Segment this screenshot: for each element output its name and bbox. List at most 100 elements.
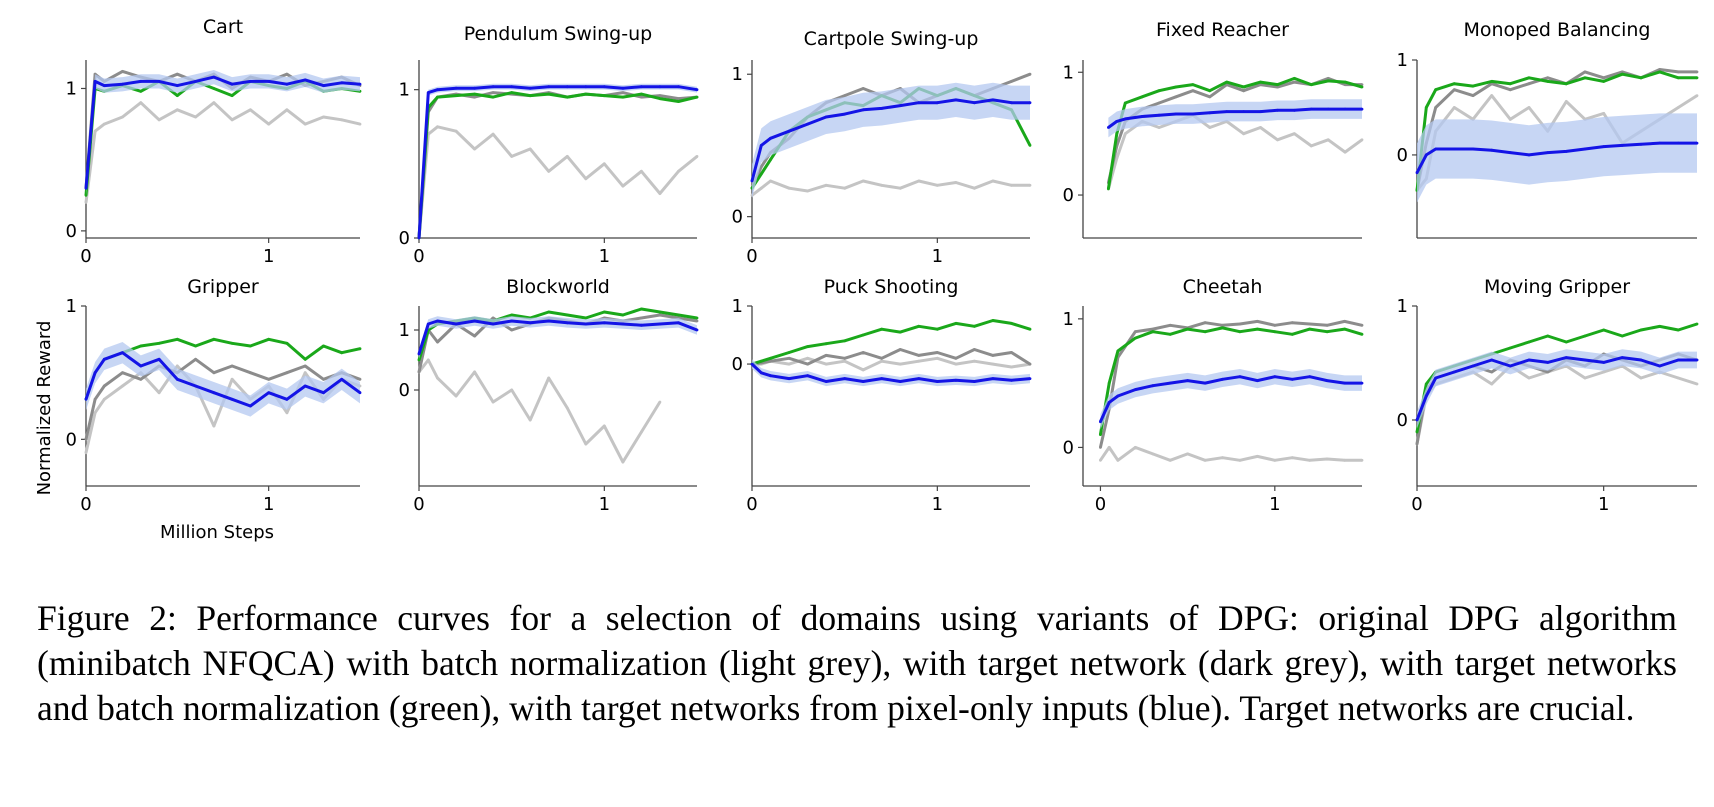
chart-title: Gripper (187, 276, 259, 298)
data-point-blue (358, 391, 362, 395)
data-point-blue (157, 357, 161, 361)
chart-panel-3: Cartpole Swing-up 0 1 0 1 (732, 28, 1032, 267)
data-point-blue (1452, 370, 1456, 374)
data-point-blue (139, 364, 143, 368)
data-point-blue (1290, 377, 1294, 381)
data-point-dark_grey (1276, 85, 1279, 89)
data-point-blue (565, 85, 569, 89)
data-point-dark_grey (1452, 88, 1456, 92)
data-point-light_grey (1527, 106, 1531, 109)
data-point-blue (139, 80, 143, 83)
data-point-light_grey (1308, 458, 1312, 462)
chart-title: Blockworld (506, 276, 610, 298)
data-point-green (84, 193, 88, 197)
data-point-light_grey (991, 362, 995, 366)
data-point-green (547, 310, 551, 314)
data-point-blue (454, 322, 458, 326)
data-point-blue (1225, 110, 1229, 113)
data-point-green (861, 333, 865, 337)
data-point-blue (1695, 358, 1699, 362)
data-point-green (340, 351, 344, 355)
data-point-blue (1620, 144, 1624, 147)
data-point-green (565, 313, 569, 317)
data-point-green (769, 356, 772, 360)
data-point-green (249, 344, 252, 348)
data-point-blue (1293, 108, 1296, 112)
data-point-dark_grey (1290, 321, 1294, 325)
y-axis-label: Normalized Reward (34, 321, 55, 496)
data-point-blue (249, 80, 252, 83)
data-point-blue (1508, 151, 1512, 155)
data-point-blue (84, 397, 88, 401)
series-line-light_grey (751, 179, 1030, 197)
data-point-blue (1273, 375, 1277, 379)
data-point-blue (1157, 113, 1161, 117)
data-point-dark_grey (194, 357, 198, 361)
data-point-green (1123, 101, 1127, 105)
data-point-green (473, 92, 476, 96)
data-point-light_grey (285, 411, 289, 415)
chart-title: Pendulum Swing-up (464, 23, 652, 45)
data-point-dark_grey (417, 370, 421, 374)
data-point-dark_grey (621, 91, 625, 94)
data-point-blue (1168, 381, 1172, 385)
data-point-blue (1028, 377, 1032, 380)
data-point-dark_grey (695, 319, 699, 323)
data-point-green (759, 359, 763, 363)
data-point-green (1010, 322, 1013, 325)
data-point-light_grey (1221, 456, 1224, 460)
series-line-light_grey (417, 125, 698, 239)
data-point-green (1424, 106, 1428, 109)
data-point-green (510, 91, 514, 94)
y-tick-label: 0 (66, 221, 77, 242)
data-point-light_grey (565, 155, 569, 158)
figure-caption: Figure 2: Performance curves for a selec… (37, 598, 1677, 728)
data-point-green (1527, 340, 1531, 344)
data-point-light_grey (1490, 94, 1494, 97)
data-point-blue (194, 384, 198, 388)
data-point-blue (473, 86, 476, 90)
data-point-green (1099, 433, 1102, 436)
data-point-blue (1583, 358, 1587, 362)
data-point-blue (1415, 171, 1419, 175)
data-point-green (1259, 80, 1262, 84)
y-tick-label: 0 (399, 228, 410, 249)
data-point-dark_grey (1208, 95, 1212, 99)
data-point-light_grey (121, 115, 124, 119)
data-point-light_grey (1360, 138, 1364, 142)
data-point-light_grey (1602, 370, 1606, 374)
data-point-green (194, 344, 198, 348)
chart-panel-1: Cart 0 1 0 1 (66, 16, 362, 267)
data-point-light_grey (1695, 94, 1699, 97)
data-point-dark_grey (1308, 322, 1312, 326)
data-point-blue (510, 319, 514, 323)
data-point-dark_grey (677, 97, 680, 100)
data-point-light_grey (695, 155, 699, 158)
series-line-light_grey (84, 101, 361, 203)
data-point-green (1343, 80, 1347, 84)
data-point-dark_grey (139, 377, 143, 381)
data-point-dark_grey (510, 328, 514, 332)
data-point-green (640, 92, 643, 96)
x-tick-label: 1 (932, 246, 943, 267)
y-tick-label: 0 (66, 429, 77, 450)
data-point-light_grey (1326, 138, 1330, 142)
data-point-blue (1490, 148, 1494, 152)
data-point-blue (340, 81, 344, 85)
x-tick-label: 0 (746, 246, 757, 267)
data-point-light_grey (1343, 150, 1347, 154)
y-tick-label: 1 (1397, 296, 1408, 317)
data-point-blue (1434, 376, 1438, 380)
data-point-light_grey (84, 451, 88, 455)
data-point-blue (1658, 141, 1662, 145)
data-point-blue (759, 144, 763, 147)
data-point-dark_grey (640, 316, 643, 320)
data-point-blue (759, 371, 763, 375)
data-point-blue (787, 129, 791, 133)
data-point-dark_grey (759, 165, 763, 169)
data-point-green (584, 92, 588, 96)
data-point-blue (1490, 358, 1494, 362)
data-point-blue (621, 86, 625, 90)
data-point-light_grey (426, 358, 430, 362)
data-point-green (695, 316, 699, 320)
